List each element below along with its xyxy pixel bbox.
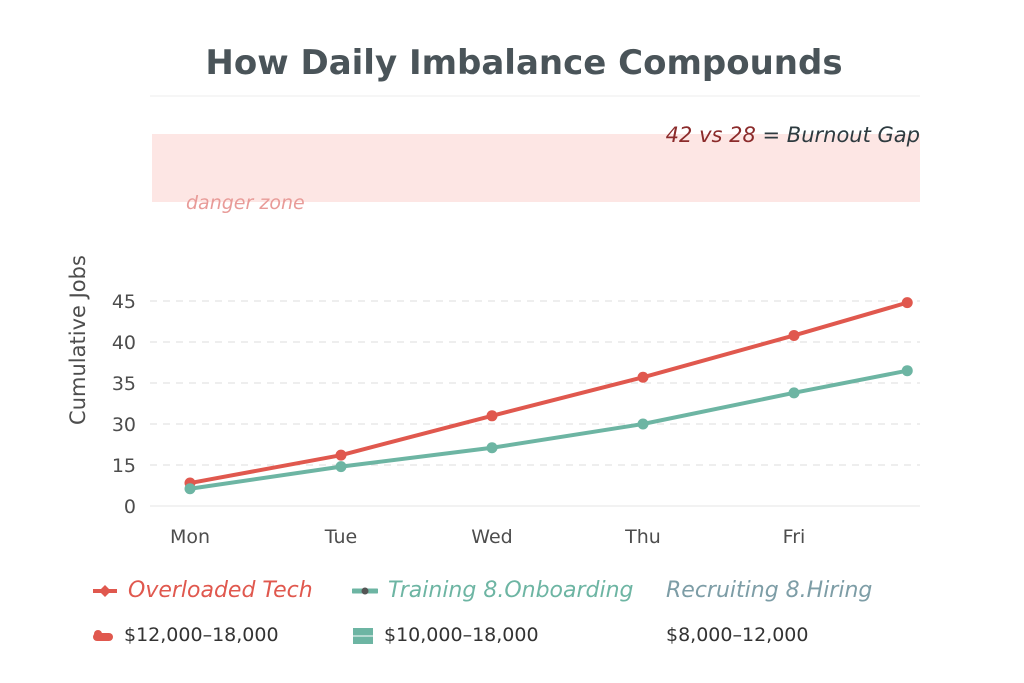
- grid: [150, 300, 920, 507]
- series-line-training-8-onboarding: [188, 368, 910, 491]
- y-tick-label: 30: [112, 414, 136, 436]
- price-training-onboarding: $10,000–18,000: [352, 624, 539, 646]
- square-marker-icon: [353, 627, 373, 644]
- price-overloaded-tech: $12,000–18,000: [92, 624, 279, 646]
- legend-item-training-onboarding[interactable]: Training 8.Onboarding: [352, 578, 634, 603]
- data-point-overloaded-tech: [335, 449, 347, 461]
- legend-item-recruiting-hiring[interactable]: Recruiting 8.Hiring: [666, 578, 872, 603]
- data-point-overloaded-tech: [637, 371, 649, 383]
- legend-item-overloaded-tech[interactable]: Overloaded Tech: [92, 578, 313, 603]
- annotation-suffix: = Burnout Gap: [756, 123, 920, 147]
- data-point-training-8-onboarding: [335, 461, 347, 473]
- series: [184, 297, 913, 495]
- chart-title: How Daily Imbalance Compounds: [205, 43, 842, 83]
- y-tick-label: 35: [112, 373, 136, 395]
- bar-marker-icon: [93, 629, 113, 641]
- price-label-recruiting-hiring: $8,000–12,000: [666, 624, 809, 646]
- x-tick-label: Mon: [170, 526, 210, 548]
- x-tick-label: Thu: [624, 526, 661, 548]
- data-point-training-8-onboarding: [788, 387, 800, 399]
- y-axis: 0 15 30 35 40 45: [112, 291, 136, 518]
- legend-label-training-onboarding: Training 8.Onboarding: [388, 578, 634, 603]
- annotation-prefix: 42 vs 28: [666, 123, 756, 147]
- data-point-overloaded-tech: [901, 297, 913, 309]
- y-axis-label: Cumulative Jobs: [66, 255, 90, 425]
- data-point-training-8-onboarding: [637, 418, 649, 430]
- diamond-marker-icon: [93, 585, 117, 597]
- danger-zone-band: [152, 134, 920, 202]
- y-tick-label: 45: [112, 291, 136, 313]
- x-tick-label: Fri: [783, 526, 806, 548]
- danger-zone-label: danger zone: [186, 192, 305, 214]
- y-tick-label: 0: [124, 496, 136, 518]
- y-tick-label: 40: [112, 332, 136, 354]
- burnout-gap-annotation: 42 vs 28 = Burnout Gap: [666, 123, 920, 147]
- data-point-overloaded-tech: [486, 410, 498, 422]
- x-axis: Mon Tue Wed Thu Fri: [170, 526, 805, 548]
- y-tick-label: 15: [112, 455, 136, 477]
- legend-label-recruiting-hiring: Recruiting 8.Hiring: [666, 578, 873, 603]
- data-point-training-8-onboarding: [184, 483, 196, 495]
- price-recruiting-hiring: $8,000–12,000: [666, 624, 808, 646]
- data-point-training-8-onboarding: [486, 442, 498, 454]
- legend-label-overloaded-tech: Overloaded Tech: [128, 578, 313, 603]
- price-label-overloaded-tech: $12,000–18,000: [124, 624, 279, 646]
- dot-marker-icon: [352, 587, 378, 595]
- x-tick-label: Tue: [324, 526, 357, 548]
- price-label-training-onboarding: $10,000–18,000: [384, 624, 539, 646]
- data-point-overloaded-tech: [788, 329, 800, 341]
- series-line-overloaded-tech: [188, 300, 910, 486]
- data-point-training-8-onboarding: [901, 365, 913, 377]
- x-tick-label: Wed: [471, 526, 512, 548]
